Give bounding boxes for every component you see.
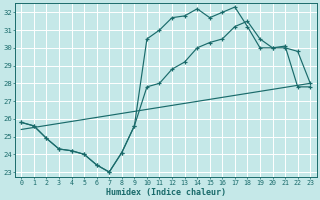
X-axis label: Humidex (Indice chaleur): Humidex (Indice chaleur)	[106, 188, 226, 197]
